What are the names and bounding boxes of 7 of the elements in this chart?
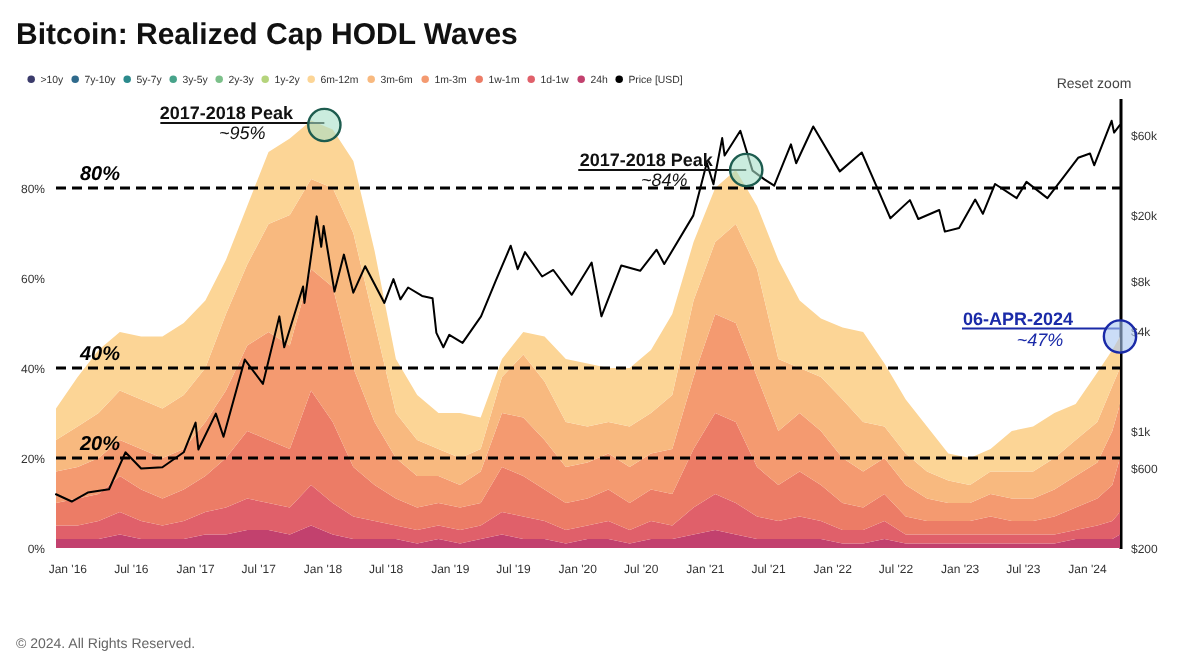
ref-line-label: 40%: [77, 344, 121, 366]
ref-line-label: 20%: [77, 434, 121, 456]
annotation: 2017-2018 Peak ~84%: [579, 150, 715, 190]
chart-title: Bitcoin: Realized Cap HODL Waves: [16, 18, 518, 52]
ref-line-label: 80%: [79, 164, 121, 186]
annotation: 06-APR-2024 ~47%: [962, 308, 1074, 350]
annotation: 2017-2018 Peak ~95%: [159, 103, 295, 143]
